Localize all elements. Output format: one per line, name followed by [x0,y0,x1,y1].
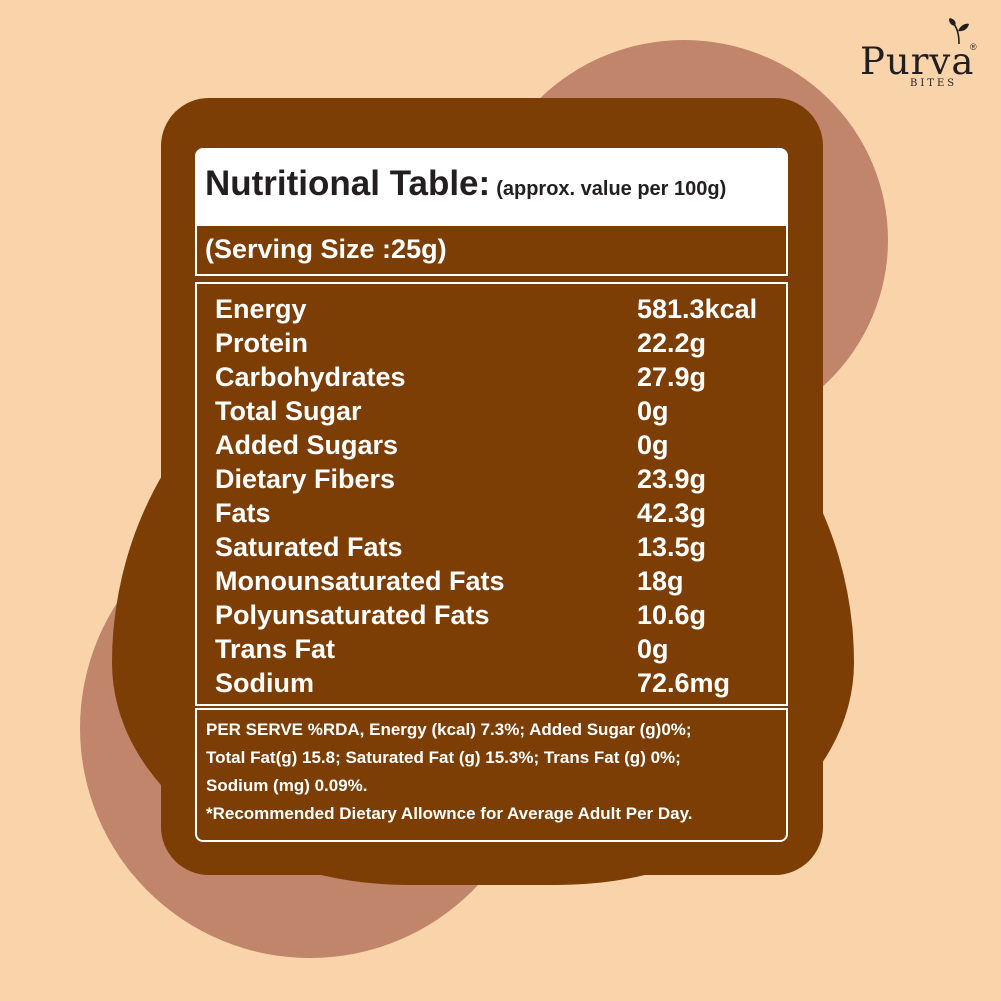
brand-subtitle: BITES [910,78,958,89]
nutrient-row: Energy 581.3kcal [197,294,786,328]
nutrient-name: Dietary Fibers [215,464,396,494]
nutrient-name: Monounsaturated Fats [215,566,505,596]
nutrient-name: Sodium [215,668,314,698]
footnote-line: *Recommended Dietary Allownce for Averag… [206,804,693,823]
nutrient-value: 27.9g [637,362,707,392]
nutrient-value: 581.3kcal [637,294,758,324]
nutrient-name: Carbohydrates [215,362,406,392]
serving-size: (Serving Size :25g) [205,234,447,264]
nutrient-name: Polyunsaturated Fats [215,600,490,630]
leaf-icon [949,18,969,44]
nutrient-row: Polyunsaturated Fats 10.6g [197,600,786,634]
nutrient-row: Trans Fat 0g [197,634,786,668]
nutrient-row: Fats 42.3g [197,498,786,532]
nutrient-row: Sodium 72.6mg [197,668,786,702]
nutrient-name: Fats [215,498,271,528]
footnote-line: Total Fat(g) 15.8; Saturated Fat (g) 15.… [206,748,681,767]
brand-name: Purva [860,40,975,83]
nutrient-value: 0g [637,430,669,460]
nutrient-name: Protein [215,328,309,358]
title-panel: Nutritional Table: (approx. value per 100… [195,148,788,226]
footnote-line: PER SERVE %RDA, Energy (kcal) 7.3%; Adde… [206,720,692,739]
page-title: Nutritional Table: (approx. value per 100… [205,164,726,204]
title-text: Nutritional Table: [205,164,491,203]
nutrient-value: 23.9g [637,464,707,494]
nutrient-value: 18g [637,566,684,596]
footnote-line: Sodium (mg) 0.09%. [206,776,368,795]
nutrient-list: Energy 581.3kcal Protein 22.2g Carbohydr… [195,282,788,706]
nutrient-value: 10.6g [637,600,707,630]
nutrient-value: 0g [637,396,669,426]
serving-panel: (Serving Size :25g) [195,226,788,276]
nutrient-value: 42.3g [637,498,707,528]
nutrient-name: Trans Fat [215,634,336,664]
nutrient-row: Monounsaturated Fats 18g [197,566,786,600]
nutrient-row: Total Sugar 0g [197,396,786,430]
brand-registered-mark: ® [970,42,977,52]
nutrient-value: 22.2g [637,328,707,358]
nutrient-value: 72.6mg [637,668,731,698]
nutrient-row: Added Sugars 0g [197,430,786,464]
title-subtitle: (approx. value per 100g) [496,178,727,200]
nutrient-name: Saturated Fats [215,532,403,562]
rda-footnote: PER SERVE %RDA, Energy (kcal) 7.3%; Adde… [195,708,788,842]
nutrient-row: Dietary Fibers 23.9g [197,464,786,498]
nutrient-row: Protein 22.2g [197,328,786,362]
nutrient-value: 13.5g [637,532,707,562]
nutrient-name: Energy [215,294,307,324]
nutrient-name: Added Sugars [215,430,399,460]
brand-logo: Purva ® BITES [858,18,983,90]
nutrient-value: 0g [637,634,669,664]
nutrient-row: Carbohydrates 27.9g [197,362,786,396]
nutrient-row: Saturated Fats 13.5g [197,532,786,566]
nutrition-card [161,98,823,875]
nutrient-name: Total Sugar [215,396,362,426]
